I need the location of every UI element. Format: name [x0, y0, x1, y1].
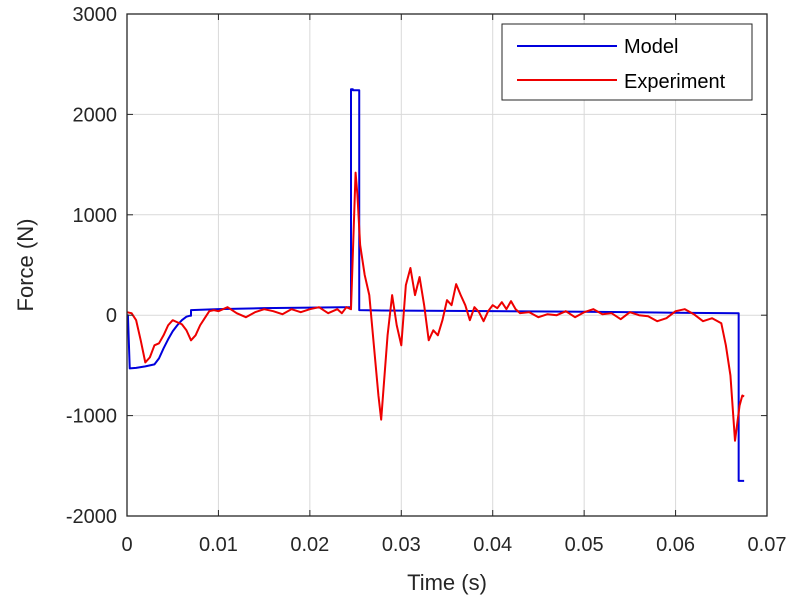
- y-tick-label: 0: [106, 305, 117, 327]
- y-tick-label: 2000: [73, 104, 118, 126]
- x-axis-ticks: 0 0.01 0.02 0.03 0.04 0.05 0.06 0.07: [121, 14, 786, 556]
- y-axis-label: Force (N): [13, 219, 38, 312]
- legend: Model Experiment: [501, 23, 753, 101]
- x-axis-label: Time (s): [407, 570, 487, 595]
- legend-box: [501, 23, 753, 101]
- y-tick-label: 3000: [73, 4, 118, 26]
- y-axis-ticks: -2000 -1000 0 1000 2000 3000: [66, 4, 767, 528]
- x-tick-label: 0.04: [473, 534, 512, 556]
- x-tick-label: 0.07: [748, 534, 787, 556]
- axes-box: [126, 13, 768, 517]
- x-tick-label: 0.02: [290, 534, 329, 556]
- legend-label-experiment: Experiment: [624, 71, 726, 93]
- x-tick-label: 0: [121, 534, 132, 556]
- y-tick-label: 1000: [73, 205, 118, 227]
- x-tick-label: 0.03: [382, 534, 421, 556]
- y-tick-label: -1000: [66, 406, 117, 428]
- x-tick-label: 0.05: [565, 534, 604, 556]
- series-line-experiment: [126, 171, 745, 442]
- x-tick-label: 0.01: [199, 534, 238, 556]
- x-tick-label: 0.06: [656, 534, 695, 556]
- legend-label-model: Model: [624, 36, 678, 58]
- series-layer: [126, 88, 745, 482]
- y-tick-label: -2000: [66, 506, 117, 528]
